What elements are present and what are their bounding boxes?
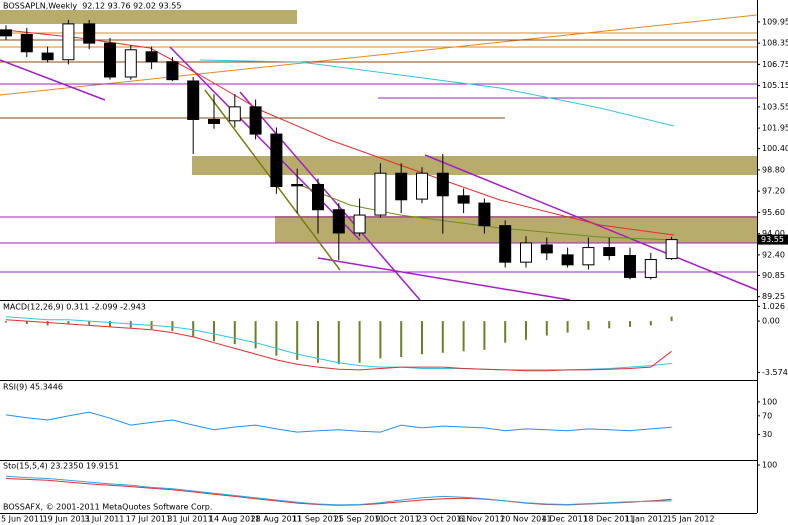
moving-average: [199, 59, 675, 127]
candle-body: [270, 133, 283, 188]
x-tick-label: 18 Dec 2011: [583, 515, 634, 524]
candle-body: [416, 172, 428, 200]
y-tick-label: 100.40: [762, 144, 788, 153]
candle-body: [644, 259, 657, 278]
y-tick-label: 92.40: [762, 250, 785, 259]
y-tick-label: 95.60: [762, 208, 785, 217]
candle-body: [312, 184, 324, 211]
candle-body: [0, 29, 12, 37]
trend-line: [317, 257, 571, 301]
candle-body: [457, 195, 470, 204]
x-tick-label: 5 Jun 2011: [1, 515, 44, 524]
y-tick-label: 90.85: [762, 271, 785, 280]
x-tick-label: 11 Sep 2011: [292, 515, 343, 524]
x-tick-label: 1 Jan 2012: [625, 515, 668, 524]
x-tick-label: 4 Dec 2011: [542, 515, 588, 524]
candle-body: [353, 214, 366, 234]
y-tick-label: 108.35: [762, 39, 788, 48]
x-tick-label: 31 Jul 2011: [167, 515, 212, 524]
x-tick-label: 15 Jan 2012: [667, 515, 715, 524]
candle-body: [124, 49, 137, 78]
candle-body: [166, 61, 179, 81]
trend-line: [169, 46, 361, 241]
x-tick-label: 9 Oct 2011: [375, 515, 419, 524]
y-tick-label: 89.25: [762, 292, 785, 301]
y-tick-label: 1.026: [762, 302, 785, 311]
trend-line: [239, 91, 421, 301]
y-tick-label: 98.80: [762, 165, 785, 174]
candle-body: [478, 202, 491, 227]
candle-body: [291, 184, 304, 187]
y-tick-label: 105.15: [762, 81, 788, 90]
x-tick-label: 17 Jul 2011: [126, 515, 171, 524]
x-tick-label: 28 Aug 2011: [251, 515, 302, 524]
y-tick-label: 0.00: [762, 317, 780, 326]
candle-body: [395, 172, 408, 201]
x-tick-label: 3 Jul 2011: [84, 515, 124, 524]
candle-body: [332, 209, 345, 234]
candle-body: [665, 239, 678, 260]
indicator-line: [5, 319, 672, 372]
y-tick-label: 94.00: [762, 229, 785, 238]
candle-body: [208, 118, 220, 124]
candle-body: [83, 23, 96, 44]
x-tick-label: 6 Nov 2011: [459, 515, 505, 524]
candle-body: [187, 80, 200, 120]
y-tick-label: 100: [762, 397, 777, 406]
y-tick-label: 103.55: [762, 102, 788, 111]
candle-body: [499, 225, 512, 263]
chart-title: BOSSAPLN,Weekly 92.12 93.76 92.02 93.55: [3, 2, 181, 11]
last-price-label: 93.55: [761, 235, 784, 244]
candle-body: [582, 247, 595, 266]
y-tick-label: 109.95: [762, 17, 788, 26]
indicator-line: [5, 475, 672, 506]
x-tick-label: 23 Oct 2011: [417, 515, 466, 524]
candle-body: [520, 242, 532, 263]
candle-body: [374, 172, 387, 216]
x-tick-label: 25 Sep 2011: [334, 515, 385, 524]
trend-line: [0, 59, 106, 101]
moving-average: [299, 184, 675, 241]
y-tick-label: 70: [762, 411, 772, 420]
indicator-line: [5, 411, 672, 433]
candle-body: [41, 52, 54, 61]
candle-body: [603, 247, 616, 257]
y-tick-label: 30: [762, 430, 772, 439]
indicator-title: Sto(15,5,4) 23.2350 19.9151: [3, 462, 119, 471]
y-tick-label: -3.574: [762, 368, 788, 377]
candle-body: [436, 172, 449, 197]
y-tick-label: 97.20: [762, 187, 785, 196]
candle-body: [228, 106, 241, 122]
indicator-title: MACD(12,26,9) 0.311 -2.099 -2.943: [3, 303, 146, 312]
indicator-title: RSI(9) 45.3446: [3, 383, 63, 392]
zone: [192, 156, 757, 175]
candle-body: [20, 34, 33, 53]
candle-body: [249, 106, 262, 135]
y-tick-label: 106.75: [762, 60, 788, 69]
candle-body: [104, 42, 116, 78]
zone: [0, 10, 297, 24]
x-tick-label: 14 Aug 2011: [209, 515, 260, 524]
last-price-box: [758, 234, 788, 245]
x-tick-label: 20 Nov 2011: [500, 515, 551, 524]
candle-body: [62, 23, 75, 61]
x-tick-label: 19 Jun 2011: [43, 515, 91, 524]
y-tick-label: 100: [762, 461, 777, 470]
candle-body: [540, 244, 553, 254]
candle-body: [561, 254, 574, 266]
y-tick-label: 101.95: [762, 124, 788, 133]
watermark: BOSSAFX, © 2001-2011 MetaQuotes Software…: [3, 503, 212, 512]
candle-body: [624, 255, 636, 278]
trend-line: [0, 14, 758, 96]
candle-body: [145, 51, 158, 63]
